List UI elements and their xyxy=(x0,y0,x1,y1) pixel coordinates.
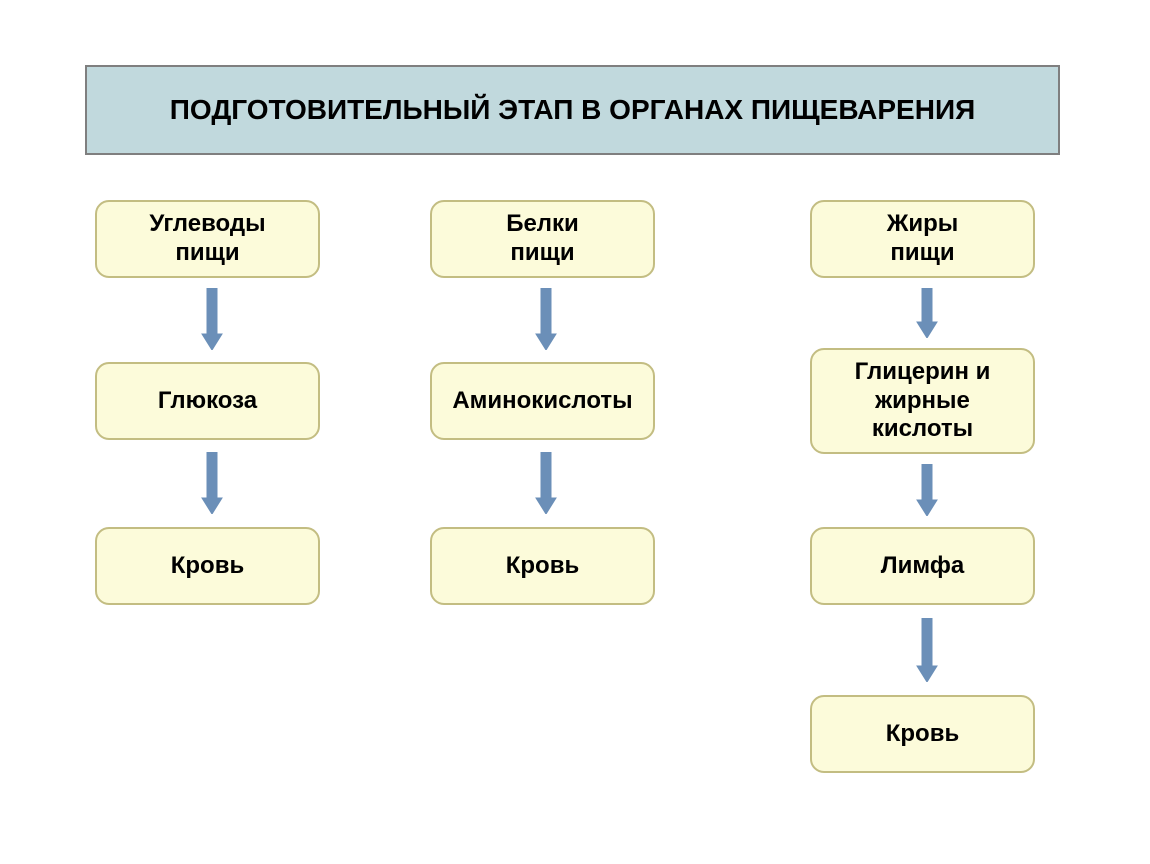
arrow-a2 xyxy=(200,452,224,519)
node-carbs-food: Углеводы пищи xyxy=(95,200,320,278)
node-glycerin: Глицерин и жирные кислоты xyxy=(810,348,1035,454)
node-blood-2: Кровь xyxy=(430,527,655,605)
page-title: ПОДГОТОВИТЕЛЬНЫЙ ЭТАП В ОРГАНАХ ПИЩЕВАРЕ… xyxy=(85,65,1060,155)
node-proteins-food: Белки пищи xyxy=(430,200,655,278)
node-fats-food: Жиры пищи xyxy=(810,200,1035,278)
node-glucose: Глюкоза xyxy=(95,362,320,440)
arrow-a7 xyxy=(915,618,939,687)
arrow-a1 xyxy=(200,288,224,355)
arrow-a3 xyxy=(534,288,558,355)
page-title-text: ПОДГОТОВИТЕЛЬНЫЙ ЭТАП В ОРГАНАХ ПИЩЕВАРЕ… xyxy=(170,94,975,126)
node-blood-1: Кровь xyxy=(95,527,320,605)
arrow-a4 xyxy=(534,452,558,519)
arrow-a6 xyxy=(915,464,939,521)
node-amino-acids: Аминокислоты xyxy=(430,362,655,440)
node-lymph: Лимфа xyxy=(810,527,1035,605)
arrow-a5 xyxy=(915,288,939,343)
node-blood-3: Кровь xyxy=(810,695,1035,773)
